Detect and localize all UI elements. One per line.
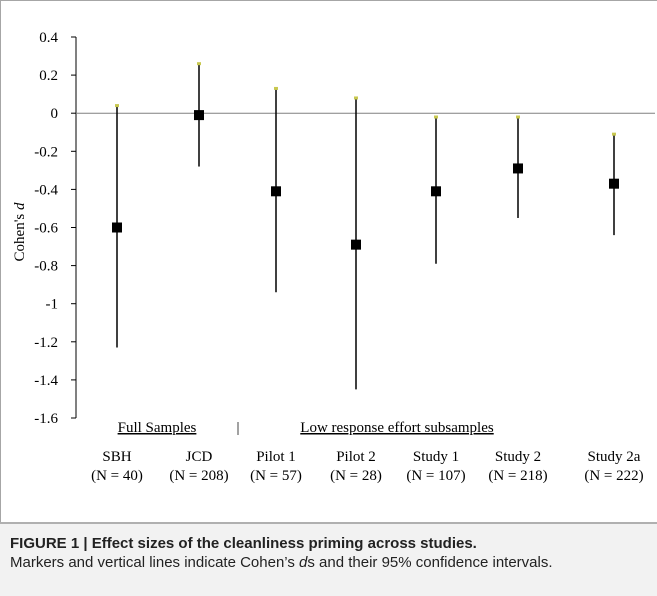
x-sample-size-label: (N = 208) [169,468,228,484]
y-tick-label: -1.2 [34,335,58,351]
y-axis-label-var: d [12,202,28,210]
y-tick-label: -0.8 [34,259,58,275]
x-sample-size-label: (N = 28) [330,468,382,484]
caption-title: Effect sizes of the cleanliness priming … [91,535,477,552]
ci-upper-cap [115,104,119,108]
effect-size-marker [431,186,441,197]
figure-caption: FIGURE 1 | Effect sizes of the cleanline… [0,522,657,596]
x-category-label: Study 2 [495,449,541,465]
effect-size-marker [112,222,122,233]
data-marks [112,62,619,390]
x-category-label: Pilot 2 [336,449,376,465]
x-category-label: SBH [102,449,131,465]
y-tick-label: 0 [51,106,59,122]
y-tick-label: -0.2 [34,144,58,160]
caption-figure-label: FIGURE 1 | [10,535,92,552]
x-sample-size-label: (N = 107) [406,468,465,484]
y-tick-label: 0.2 [39,68,58,84]
effect-size-marker [194,110,204,121]
y-tick-label: -1.6 [34,411,58,427]
effect-size-marker [271,186,281,197]
ci-upper-cap [434,115,438,119]
y-tick-label: 0.4 [39,30,58,46]
y-tick-label: -0.6 [34,221,58,237]
y-axis-label-text: Cohen's [12,210,28,261]
caption-text-after: s and their 95% confidence intervals. [307,554,553,571]
group-separator: | [236,420,239,436]
x-sample-size-label: (N = 218) [488,468,547,484]
group-labels: Full Samples | Low response effort subsa… [118,420,494,436]
ci-upper-cap [274,86,278,90]
svg-text:Cohen's d: Cohen's d [12,202,28,261]
ci-upper-cap [612,132,616,136]
x-category-label: Study 2a [588,449,641,465]
x-category-labels: SBH (N = 40) JCD (N = 208) Pilot 1 (N = 57) Pi… [91,449,644,484]
x-sample-size-label: (N = 222) [584,468,643,484]
y-tick-label: -1 [46,297,59,313]
ci-upper-cap [516,115,520,119]
y-tick-label: -0.4 [34,182,58,198]
x-sample-size-label: (N = 40) [91,468,143,484]
y-tick-label: -1.4 [34,373,58,389]
caption-text-before: Markers and vertical lines indicate Cohe… [10,554,300,571]
axes [75,37,655,418]
group-label-low-effort: Low response effort subsamples [300,420,494,436]
x-sample-size-label: (N = 57) [250,468,302,484]
x-category-label: Study 1 [413,449,459,465]
y-axis-label: Cohen's d [12,202,28,261]
group-label-full-samples: Full Samples [118,420,197,436]
effect-size-marker [351,239,361,250]
effect-size-chart: Cohen's d 0.4 0.2 0 -0.2 -0.4 -0.6 -0.8 -1 -1.2 -… [12,30,655,484]
x-category-label: Pilot 1 [256,449,296,465]
effect-size-marker [609,178,619,189]
effect-size-marker [513,163,523,174]
caption-text-italic: d [299,554,308,571]
ci-upper-cap [354,96,358,100]
y-ticks: 0.4 0.2 0 -0.2 -0.4 -0.6 -0.8 -1 -1.2 -1.4 -1.6 [34,30,76,427]
x-category-label: JCD [186,449,213,465]
ci-upper-cap [197,62,201,66]
